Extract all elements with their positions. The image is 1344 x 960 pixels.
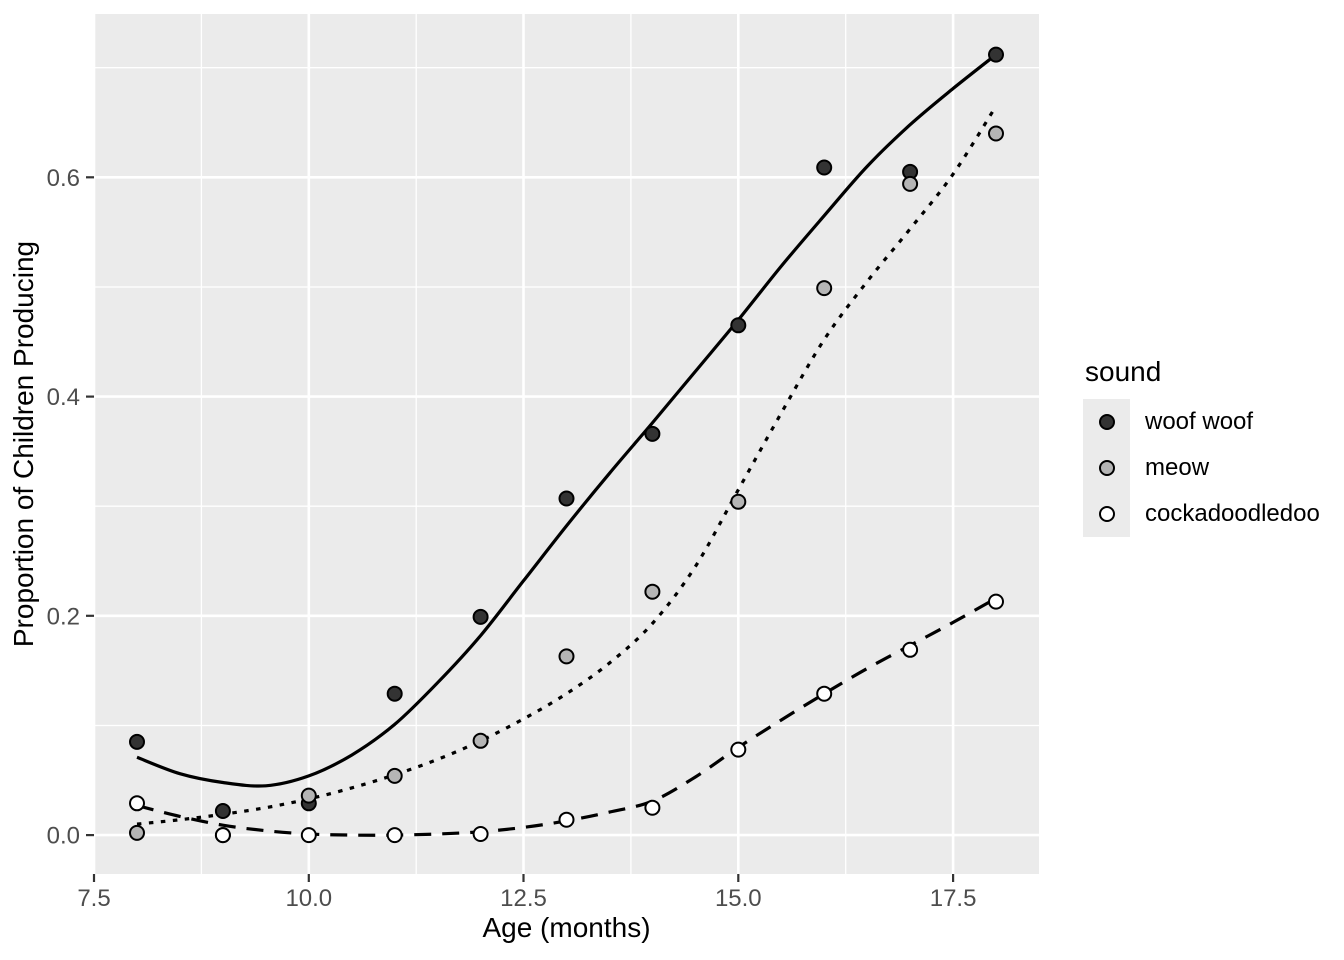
data-point-woof-woof <box>730 317 747 334</box>
data-point-cockadoodledoo <box>902 641 919 658</box>
data-point-cockadoodledoo <box>386 827 403 844</box>
legend-swatch-circle-icon <box>1098 414 1115 430</box>
y-tick-label: 0.2 <box>47 603 80 630</box>
x-tick-label: 12.5 <box>500 885 547 912</box>
data-point-meow <box>644 583 661 600</box>
data-point-meow <box>386 767 403 784</box>
data-point-woof-woof <box>988 46 1004 63</box>
y-axis-title: Proportion of Children Producing <box>8 240 39 648</box>
legend-swatch-circle-icon <box>1098 506 1115 522</box>
data-point-woof-woof <box>558 490 575 507</box>
legend-item-meow: meow <box>1083 445 1320 491</box>
data-point-meow <box>988 125 1004 142</box>
plot-panel <box>94 14 1039 874</box>
x-tick-label: 10.0 <box>285 885 332 912</box>
data-point-meow <box>558 648 575 665</box>
data-point-cockadoodledoo <box>300 827 317 844</box>
data-point-woof-woof <box>129 733 145 750</box>
y-tick-label: 0.4 <box>47 384 80 411</box>
legend-key <box>1083 399 1130 445</box>
data-point-meow <box>129 824 145 841</box>
data-point-woof-woof <box>214 803 231 819</box>
data-point-meow <box>816 280 833 297</box>
data-point-meow <box>472 732 489 749</box>
data-point-cockadoodledoo <box>558 811 575 828</box>
legend-title: sound <box>1085 356 1162 387</box>
data-point-cockadoodledoo <box>816 685 833 702</box>
legend-keys: woof woof meow cockadoodledoo <box>1083 399 1320 537</box>
data-point-cockadoodledoo <box>129 795 145 812</box>
legend-item-cockadoodledoo: cockadoodledoo <box>1083 491 1320 537</box>
legend-key <box>1083 445 1130 491</box>
data-point-woof-woof <box>472 608 489 625</box>
data-point-meow <box>730 493 747 510</box>
data-point-woof-woof <box>644 425 661 442</box>
legend-swatch-circle-icon <box>1098 460 1115 476</box>
data-point-woof-woof <box>816 159 833 176</box>
legend-key <box>1083 491 1130 537</box>
x-axis-title: Age (months) <box>482 912 651 943</box>
data-point-cockadoodledoo <box>730 741 747 758</box>
legend-label: cockadoodledoo <box>1145 500 1320 527</box>
y-tick-label: 0.6 <box>47 165 80 192</box>
data-point-meow <box>300 787 317 804</box>
legend-label: woof woof <box>1145 408 1254 435</box>
data-point-cockadoodledoo <box>988 593 1004 610</box>
data-point-woof-woof <box>386 685 403 702</box>
y-tick-label: 0.0 <box>47 823 80 850</box>
smooth-line-woof-woof <box>136 53 997 788</box>
data-point-cockadoodledoo <box>472 826 489 842</box>
x-tick-label: 17.5 <box>930 885 977 912</box>
smooth-line-meow <box>136 105 998 826</box>
legend-label: meow <box>1145 454 1210 481</box>
x-tick-label: 15.0 <box>715 885 762 912</box>
data-point-cockadoodledoo <box>644 799 661 816</box>
data-point-cockadoodledoo <box>214 827 231 844</box>
data-point-meow <box>902 175 919 192</box>
legend-item-woof-woof: woof woof <box>1083 399 1320 445</box>
x-tick-label: 7.5 <box>77 885 110 912</box>
legend: sound woof woof meow cockadoodledoo <box>1083 356 1320 537</box>
